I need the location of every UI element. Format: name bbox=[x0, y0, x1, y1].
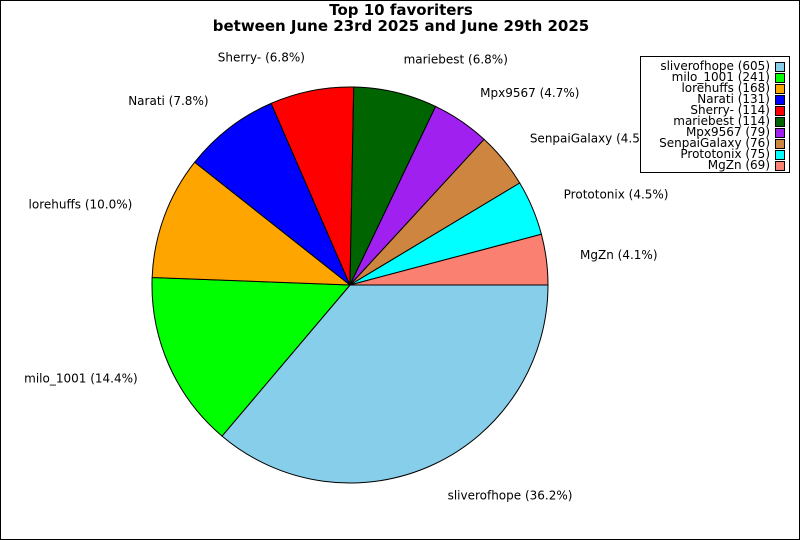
legend-label: MgZn (69) bbox=[707, 158, 770, 172]
pie-slice-sliverofhope bbox=[221, 284, 549, 484]
legend-label: Prototonix (75) bbox=[680, 147, 770, 161]
legend-item-sherry-: Sherry- (114) bbox=[690, 103, 785, 117]
legend-swatch bbox=[775, 94, 785, 105]
legend-item-narati: Narati (131) bbox=[697, 92, 785, 106]
legend-label: SenpaiGalaxy (76) bbox=[659, 136, 770, 150]
legend-swatch bbox=[775, 138, 785, 149]
pie-label-lorehuffs: lorehuffs (10.0%) bbox=[29, 198, 133, 212]
pie-label-senpaigalaxy: SenpaiGalaxy (4.5%) bbox=[530, 131, 656, 145]
legend-item-mpx9567: Mpx9567 (79) bbox=[685, 125, 785, 139]
legend-swatch bbox=[775, 72, 785, 83]
legend-label: Narati (131) bbox=[697, 92, 770, 106]
pie-slice-milo_1001 bbox=[151, 277, 352, 437]
pie-label-sherry-: Sherry- (6.8%) bbox=[218, 50, 305, 64]
legend-swatch bbox=[775, 83, 785, 94]
chart-title-block: Top 10 favoriters between June 23rd 2025… bbox=[1, 1, 799, 35]
legend-label: lorehuffs (168) bbox=[681, 81, 770, 95]
pie-label-mpx9567: Mpx9567 (4.7%) bbox=[480, 86, 579, 100]
legend-item-mgzn: MgZn (69) bbox=[707, 158, 785, 172]
legend-label: sliverofhope (605) bbox=[660, 59, 770, 73]
legend-swatch bbox=[775, 160, 785, 171]
legend-swatch bbox=[775, 105, 785, 116]
legend-label: mariebest (114) bbox=[673, 114, 770, 128]
pie-label-mgzn: MgZn (4.1%) bbox=[580, 248, 657, 262]
legend-item-senpaigalaxy: SenpaiGalaxy (76) bbox=[659, 136, 785, 150]
pie-label-prototonix: Prototonix (4.5%) bbox=[564, 188, 669, 202]
legend-swatch bbox=[775, 149, 785, 160]
legend-item-sliverofhope: sliverofhope (605) bbox=[660, 59, 785, 73]
pie-slice-mgzn bbox=[349, 233, 549, 286]
legend-item-lorehuffs: lorehuffs (168) bbox=[681, 81, 785, 95]
pie-label-mariebest: mariebest (6.8%) bbox=[404, 52, 508, 66]
legend-label: Sherry- (114) bbox=[690, 103, 770, 117]
pie-slice-narati bbox=[193, 102, 351, 286]
legend-item-mariebest: mariebest (114) bbox=[673, 114, 785, 128]
pie-slices bbox=[151, 86, 549, 484]
legend-item-milo_1001: milo_1001 (241) bbox=[671, 70, 785, 84]
pie-label-milo_1001: milo_1001 (14.4%) bbox=[24, 372, 138, 386]
legend-swatch bbox=[775, 116, 785, 127]
pie-slice-lorehuffs bbox=[151, 161, 352, 286]
legend-swatch bbox=[775, 61, 785, 72]
pie-label-sliverofhope: sliverofhope (36.2%) bbox=[448, 488, 573, 502]
pie-label-narati: Narati (7.8%) bbox=[128, 94, 208, 108]
legend-item-prototonix: Prototonix (75) bbox=[680, 147, 785, 161]
legend-swatch bbox=[775, 127, 785, 138]
legend-label: milo_1001 (241) bbox=[671, 70, 770, 84]
pie-labels: sliverofhope (36.2%) milo_1001 (14.4%) lor… bbox=[24, 50, 668, 502]
chart-title: Top 10 favoriters bbox=[329, 1, 473, 19]
legend-label: Mpx9567 (79) bbox=[685, 125, 770, 139]
legend: sliverofhope (605) milo_1001 (241) lorehuf… bbox=[640, 56, 790, 173]
chart-subtitle: between June 23rd 2025 and June 29th 202… bbox=[212, 17, 590, 35]
